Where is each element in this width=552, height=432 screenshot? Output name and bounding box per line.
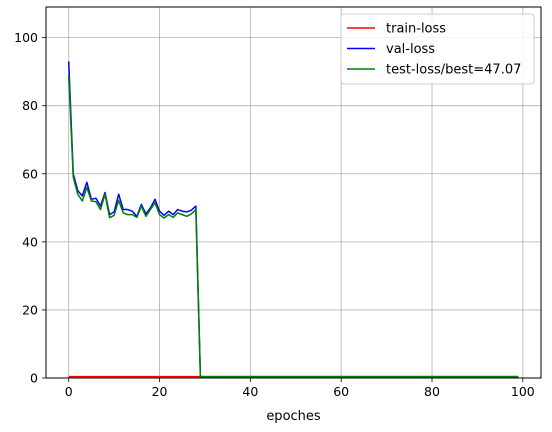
legend-label: test-loss/best=47.07 [386, 63, 521, 78]
x-tick-label: 20 [152, 384, 168, 399]
x-tick-label: 0 [65, 384, 73, 399]
x-tick-label: 100 [511, 384, 535, 399]
y-tick-label: 80 [22, 98, 38, 113]
x-tick-label: 40 [242, 384, 258, 399]
y-tick-label: 100 [14, 30, 38, 45]
axis-ticks: 0 20 40 60 80 100 0 20 40 60 80 100 [14, 30, 535, 399]
series-line-test-loss-best-47-07 [67, 75, 519, 378]
x-tick-label: 80 [424, 384, 440, 399]
y-tick-label: 20 [22, 302, 38, 317]
y-tick-label: 40 [22, 234, 38, 249]
grid-lines [46, 7, 541, 379]
x-axis-title: epoches [266, 409, 321, 424]
legend-label: train-loss [386, 22, 446, 37]
legend-box [340, 13, 535, 85]
x-tick-label: 60 [333, 384, 349, 399]
plot-frame [45, 6, 542, 379]
y-tick-label: 0 [30, 371, 38, 386]
series-layer [67, 61, 519, 378]
y-tick-label: 60 [22, 166, 38, 181]
legend-label: val-loss [386, 42, 435, 57]
legend: train-loss val-loss test-loss/best=47.07 [340, 13, 535, 85]
